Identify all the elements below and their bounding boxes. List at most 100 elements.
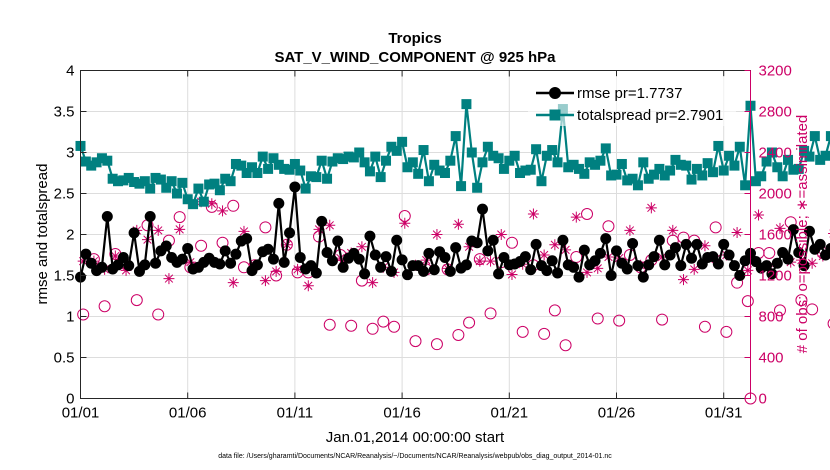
totalspread-point bbox=[579, 168, 590, 179]
rmse-point bbox=[139, 259, 151, 271]
rmse-point bbox=[557, 234, 569, 246]
assimilated-obs-point bbox=[431, 229, 443, 240]
rmse-point bbox=[525, 264, 537, 276]
possible-obs-point bbox=[538, 327, 551, 340]
x-tick-label: 01/31 bbox=[705, 405, 743, 422]
totalspread-point bbox=[825, 131, 830, 142]
totalspread-point bbox=[391, 145, 402, 156]
totalspread-point bbox=[155, 174, 166, 185]
rmse-point bbox=[541, 265, 553, 277]
totalspread-point bbox=[161, 182, 172, 193]
totalspread-point bbox=[638, 157, 649, 168]
totalspread-point bbox=[107, 173, 118, 184]
y2-tick-label: 1200 bbox=[759, 268, 792, 285]
rmse-point bbox=[364, 230, 376, 242]
totalspread-point bbox=[649, 169, 660, 180]
totalspread-point bbox=[209, 178, 220, 189]
totalspread-point bbox=[525, 164, 536, 175]
possible-obs-point bbox=[452, 328, 465, 341]
assimilated-obs-point bbox=[174, 223, 186, 235]
totalspread-point bbox=[713, 140, 724, 151]
legend-box bbox=[528, 76, 736, 126]
totalspread-point bbox=[348, 152, 359, 163]
assimilated-obs-point bbox=[731, 226, 743, 238]
totalspread-point bbox=[214, 185, 225, 196]
rmse-point bbox=[428, 264, 440, 276]
totalspread-point bbox=[804, 151, 815, 162]
totalspread-point bbox=[230, 158, 241, 169]
possible-obs-point bbox=[741, 295, 754, 308]
x-tick-label: 01/21 bbox=[491, 405, 529, 422]
totalspread-point bbox=[520, 165, 531, 176]
legend-spread-label: totalspread pr=2.7901 bbox=[577, 107, 723, 124]
totalspread-point bbox=[311, 172, 322, 183]
rmse-point bbox=[632, 260, 644, 272]
assimilated-obs-point bbox=[678, 274, 689, 286]
assimilated-obs-point bbox=[367, 277, 379, 289]
rmse-point bbox=[96, 261, 108, 273]
totalspread-point bbox=[338, 154, 349, 165]
totalspread-point bbox=[188, 199, 199, 210]
totalspread-point bbox=[815, 154, 826, 165]
totalspread-point bbox=[177, 177, 188, 188]
rmse-point bbox=[353, 253, 365, 265]
rmse-point bbox=[493, 268, 505, 280]
assimilated-obs-point bbox=[206, 198, 218, 210]
totalspread-point bbox=[509, 150, 520, 161]
rmse-point bbox=[359, 268, 371, 280]
rmse-point bbox=[385, 265, 397, 277]
possible-obs-point bbox=[345, 319, 358, 332]
totalspread-point bbox=[236, 160, 247, 171]
rmse-point bbox=[284, 227, 296, 239]
rmse-point bbox=[653, 234, 665, 246]
rmse-point bbox=[675, 260, 687, 272]
footer-data-file: data file: /Users/gharamti/Documents/NCA… bbox=[218, 453, 612, 460]
assimilated-obs-point bbox=[806, 257, 818, 269]
assimilated-obs-point bbox=[313, 223, 325, 235]
assimilated-obs-point bbox=[217, 205, 229, 217]
rmse-point bbox=[444, 265, 456, 277]
rmse-point bbox=[418, 265, 430, 277]
assimilated-obs-point bbox=[109, 250, 121, 262]
totalspread-point bbox=[413, 168, 424, 179]
rmse-point bbox=[814, 238, 826, 250]
totalspread-point bbox=[305, 171, 316, 182]
rmse-point bbox=[793, 247, 805, 259]
totalspread-point bbox=[461, 99, 472, 110]
totalspread-point bbox=[450, 131, 461, 142]
possible-obs-point bbox=[323, 318, 336, 331]
totalspread-point bbox=[488, 150, 499, 161]
y-tick-label: 0 bbox=[66, 391, 74, 408]
totalspread-point bbox=[756, 171, 767, 182]
possible-obs-point bbox=[388, 320, 401, 333]
totalspread-point bbox=[493, 153, 504, 164]
totalspread-point bbox=[788, 164, 799, 175]
assimilated-obs-point bbox=[485, 255, 497, 267]
totalspread-point bbox=[129, 177, 140, 188]
possible-obs-point bbox=[409, 335, 422, 348]
totalspread-point bbox=[257, 151, 268, 162]
y-tick-label: 2 bbox=[66, 227, 74, 244]
possible-obs-point bbox=[773, 304, 786, 317]
totalspread-point bbox=[531, 144, 542, 155]
totalspread-point bbox=[182, 194, 193, 205]
totalspread-point bbox=[573, 163, 584, 174]
assimilated-obs-point bbox=[270, 265, 282, 277]
totalspread-point bbox=[80, 156, 91, 167]
totalspread-point bbox=[777, 171, 788, 182]
rmse-point bbox=[761, 260, 773, 272]
totalspread-point bbox=[166, 176, 177, 187]
totalspread-point bbox=[729, 160, 740, 171]
assimilated-obs-point bbox=[699, 240, 711, 252]
possible-obs-point bbox=[591, 312, 604, 325]
rmse-point bbox=[310, 267, 322, 279]
rmse-point bbox=[294, 251, 306, 263]
possible-obs-point bbox=[698, 320, 711, 333]
totalspread-point bbox=[332, 153, 343, 164]
possible-obs-point bbox=[613, 314, 626, 327]
possible-obs-point bbox=[173, 211, 186, 224]
rmse-point bbox=[123, 260, 135, 272]
assimilated-obs-point bbox=[463, 241, 475, 253]
rmse-point bbox=[251, 259, 263, 271]
possible-obs-point bbox=[77, 308, 90, 321]
